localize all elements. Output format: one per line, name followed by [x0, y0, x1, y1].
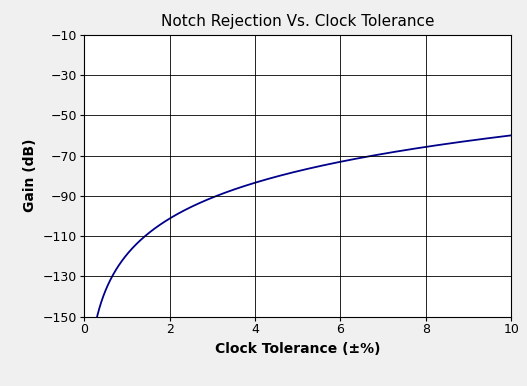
Title: Notch Rejection Vs. Clock Tolerance: Notch Rejection Vs. Clock Tolerance [161, 14, 434, 29]
X-axis label: Clock Tolerance (±%): Clock Tolerance (±%) [215, 342, 380, 356]
Y-axis label: Gain (dB): Gain (dB) [23, 139, 37, 212]
